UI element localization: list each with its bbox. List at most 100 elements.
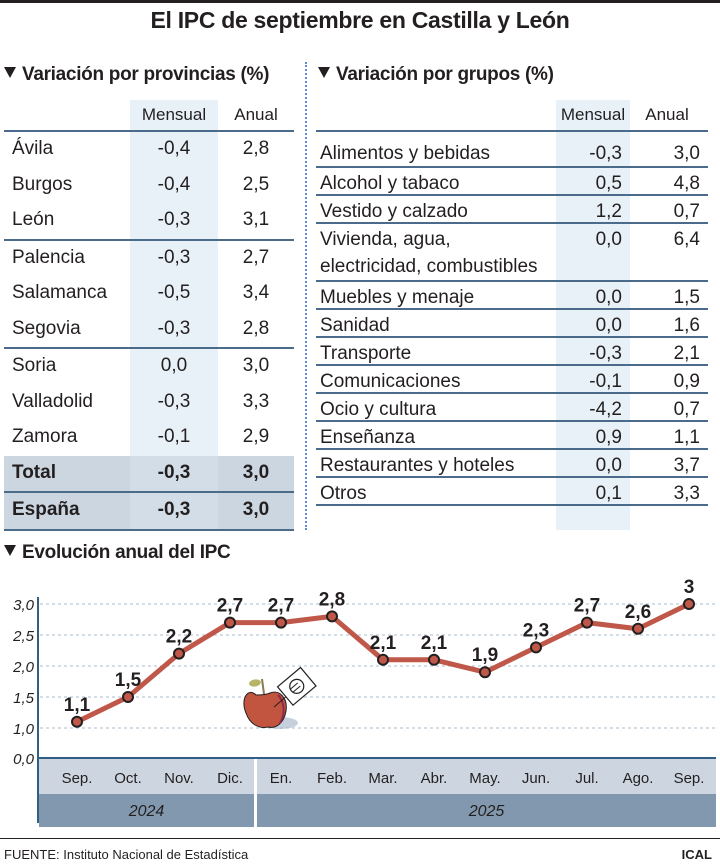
column-header-mensual: Mensual [141, 105, 207, 124]
province-name: Valladolid [12, 390, 93, 412]
data-label: 1,5 [115, 670, 142, 691]
table-row: Alcohol y tabaco 0,5 4,8 [316, 168, 708, 196]
data-label: 3 [684, 577, 695, 598]
table-row: Segovia -0,3 2,8 [4, 312, 294, 348]
group-name: Sanidad [320, 315, 390, 336]
data-label: 2,7 [268, 596, 294, 617]
x-tick-label: Feb. [317, 770, 347, 787]
table-header: Mensual Anual [316, 100, 708, 132]
x-tick-label: Sep. [62, 770, 93, 787]
mensual-value: -0,5 [157, 282, 191, 303]
year-label: 2025 [468, 803, 505, 820]
data-point [173, 647, 185, 660]
mensual-value: 1,2 [595, 201, 622, 222]
data-points [71, 598, 695, 728]
data-label: 2,1 [421, 633, 448, 654]
y-tick-label: 2,0 [12, 659, 35, 676]
chart-section-title: Evolución anual del IPC [4, 542, 231, 564]
group-name: Alcohol y tabaco [320, 173, 460, 194]
table-row: Vivienda, agua, electricidad, combustible… [316, 224, 708, 282]
data-labels: 1,1 1,5 2,2 2,7 2,7 2,8 2,1 2,1 1,9 2,3 2,7 2,6 3 [64, 577, 695, 716]
province-name: Burgos [12, 173, 73, 195]
row-divider [4, 238, 294, 241]
anual-value: 3,4 [242, 282, 270, 303]
x-tick-label: Abr. [421, 770, 448, 787]
total-mensual-value: -0,3 [157, 461, 191, 483]
data-point [428, 653, 440, 666]
provinces-title-text: Variación por provincias (%) [22, 64, 270, 85]
group-name: Vestido y calzado [320, 201, 468, 222]
mensual-value: -0,1 [589, 371, 622, 392]
x-tick-label: Sep. [674, 770, 705, 787]
spain-row: España -0,3 3,0 [4, 493, 294, 529]
table-row: Salamanca -0,5 3,4 [4, 276, 294, 312]
anual-value: 2,1 [673, 343, 700, 364]
mensual-value: 0,5 [595, 173, 622, 194]
data-point [122, 691, 134, 703]
province-name: Salamanca [12, 282, 108, 303]
anual-value: 0,7 [673, 399, 700, 420]
data-point [632, 622, 644, 635]
y-tick-label: 0,0 [13, 751, 35, 768]
mensual-value: 0,9 [595, 427, 622, 448]
x-tick-label: Oct. [114, 770, 142, 787]
data-point [224, 616, 236, 629]
anual-value: 2,7 [242, 246, 270, 268]
year-label: 2024 [128, 803, 165, 820]
x-tick-label: Jun. [522, 770, 550, 787]
province-name: Soria [12, 355, 57, 376]
total-label: Total [12, 461, 56, 483]
mensual-value: -0,3 [157, 390, 191, 412]
ipc-line-chart: 0,0 1,0 1,5 2,0 2,5 3,0 2024 2025 Sep. Oct. Nov. D… [12, 577, 716, 827]
group-name-line2: electricidad, combustibles [320, 256, 538, 277]
data-label: 2,7 [574, 596, 600, 617]
table-row: Restaurantes y hoteles 0,0 3,7 [316, 450, 708, 478]
spain-label: España [12, 499, 80, 520]
groups-section-title: Variación por grupos (%) [318, 64, 554, 86]
province-name: Zamora [12, 426, 78, 447]
anual-value: 3,3 [673, 483, 700, 504]
data-point [581, 616, 593, 629]
group-name: Enseñanza [320, 427, 416, 448]
table-header: Mensual Anual [4, 100, 294, 130]
mensual-value: -0,1 [157, 426, 191, 447]
table-row: Muebles y menaje 0,0 1,5 [316, 282, 708, 310]
anual-value: 4,8 [673, 173, 700, 194]
mensual-value: -0,4 [157, 138, 191, 159]
spain-mensual-value: -0,3 [157, 499, 191, 520]
mensual-value: 0,0 [595, 287, 622, 308]
x-tick-label: Ago. [623, 770, 654, 787]
provinces-table: Mensual Anual Ávila -0,4 2,8 Burgos -0,4 2,5… [4, 100, 294, 531]
group-name: Alimentos y bebidas [320, 143, 491, 164]
province-name: Ávila [12, 138, 54, 159]
data-label: 2,2 [166, 627, 192, 648]
column-header-mensual: Mensual [560, 105, 626, 124]
mensual-value: -0,3 [157, 209, 191, 230]
row-divider [4, 491, 294, 493]
mensual-value: 0,0 [595, 315, 622, 336]
table-row: Vestido y calzado 1,2 0,7 [316, 196, 708, 224]
top-rule [0, 0, 720, 3]
column-header-anual: Anual [645, 105, 689, 124]
credit-label: ICAL [681, 847, 712, 862]
data-label: 2,7 [217, 596, 243, 617]
data-label: 2,1 [370, 633, 397, 654]
data-label: 2,6 [625, 602, 651, 623]
x-tick-label: En. [270, 770, 293, 787]
table-row: Zamora -0,1 2,9 [4, 420, 294, 456]
data-point [275, 616, 287, 629]
section-divider [305, 62, 307, 530]
y-tick-label: 2,5 [12, 628, 35, 645]
table-row: Palencia -0,3 2,7 [4, 241, 294, 277]
table-row: Sanidad 0,0 1,6 [316, 310, 708, 338]
x-axis-band: 2024 2025 Sep. Oct. Nov. Dic. En. Feb. Mar. Abr. M… [38, 757, 716, 827]
page-title: El IPC de septiembre en Castilla y León [150, 7, 570, 33]
x-tick-label: Nov. [164, 770, 194, 787]
groups-table: Mensual Anual Alimentos y bebidas -0,3 3,0… [316, 100, 708, 530]
province-name: León [12, 209, 55, 230]
triangle-down-icon [4, 67, 16, 78]
anual-value: 3,0 [242, 355, 270, 376]
data-label: 2,3 [523, 620, 549, 641]
mensual-value: 0,0 [595, 229, 622, 250]
x-tick-label: Mar. [368, 770, 397, 787]
